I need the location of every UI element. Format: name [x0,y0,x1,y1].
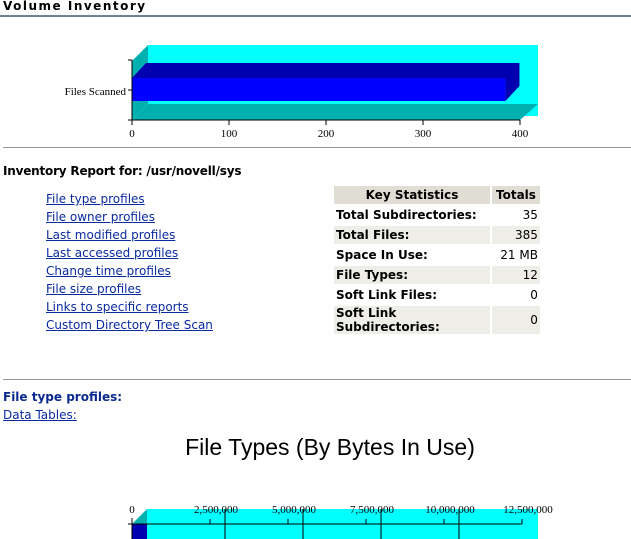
key-statistics-table: Key Statistics Totals Total Subdirectori… [332,184,542,336]
stat-value: 0 [492,306,540,334]
x-tick-label: 12,500,000 [503,504,553,516]
x-tick-label: 0 [129,504,135,516]
stat-label: File Types: [334,266,490,284]
side-wall [132,509,147,524]
data-tables-link[interactable]: Data Tables: [3,408,77,422]
category-label: Files Scanned [65,86,127,98]
x-tick-label: 0 [129,128,135,140]
link-file-type-profiles[interactable]: File type profiles [46,192,145,206]
table-row: Soft Link Files: 0 [334,286,540,304]
link-specific-reports[interactable]: Links to specific reports [46,300,189,314]
x-tick-label: 7,500,000 [350,504,395,516]
link-last-modified-profiles[interactable]: Last modified profiles [46,228,176,242]
header-totals: Totals [492,186,540,204]
floor [132,104,538,120]
stat-value: 35 [522,208,538,222]
section-title: File type profiles: [3,390,123,404]
chart-title: File Types (By Bytes In Use) [185,434,475,460]
table-row: Soft Link Subdirectories: 0 [334,306,540,334]
x-tick-label: 5,000,000 [272,504,317,516]
stat-label: Total Subdirectories: [336,208,477,222]
x-tick-label: 200 [318,128,335,140]
link-file-owner-profiles[interactable]: File owner profiles [46,210,155,224]
stat-value: 12 [492,266,540,284]
divider [3,147,631,148]
stat-value: 0 [530,288,538,302]
link-change-time-profiles[interactable]: Change time profiles [46,264,171,278]
x-tick-label: 400 [512,128,529,140]
x-tick-label: 10,000,000 [425,504,475,516]
link-last-accessed-profiles[interactable]: Last accessed profiles [46,246,179,260]
side-wall-lower [132,524,147,539]
stat-value: 21 MB [500,248,538,262]
report-label: Inventory Report for: [3,164,143,178]
bar-files-scanned [132,78,506,101]
divider [3,379,631,380]
table-row: Space In Use: 21 MB [334,246,540,264]
stat-value: 385 [492,226,540,244]
stat-label: Total Files: [334,226,490,244]
table-header: Key Statistics Totals [334,186,540,204]
x-tick-label: 100 [221,128,238,140]
link-file-size-profiles[interactable]: File size profiles [46,282,142,296]
x-tick-label: 300 [415,128,432,140]
bar-top [132,63,520,101]
stat-label: Soft Link Files: [336,288,437,302]
file-types-chart: 0 2,500,000 5,000,000 7,500,000 10,000,000 12… [128,504,553,539]
divider [0,15,631,17]
profile-links: File type profiles File owner profiles L… [46,190,213,334]
x-tick-label: 2,500,000 [194,504,239,516]
table-row: Total Subdirectories: 35 [334,206,540,224]
stat-label: Soft Link Subdirectories: [334,306,490,334]
table-row: Total Files: 385 [334,226,540,244]
files-scanned-chart: Files Scanned 0 100 200 300 400 [65,45,538,140]
page-title: Volume Inventory [3,0,147,13]
report-path: /usr/novell/sys [146,164,242,178]
stat-label: Space In Use: [336,248,428,262]
header-key-statistics: Key Statistics [334,186,490,204]
link-custom-directory-tree-scan[interactable]: Custom Directory Tree Scan [46,318,213,332]
table-row: File Types: 12 [334,266,540,284]
inventory-report-heading: Inventory Report for: /usr/novell/sys [3,164,241,178]
